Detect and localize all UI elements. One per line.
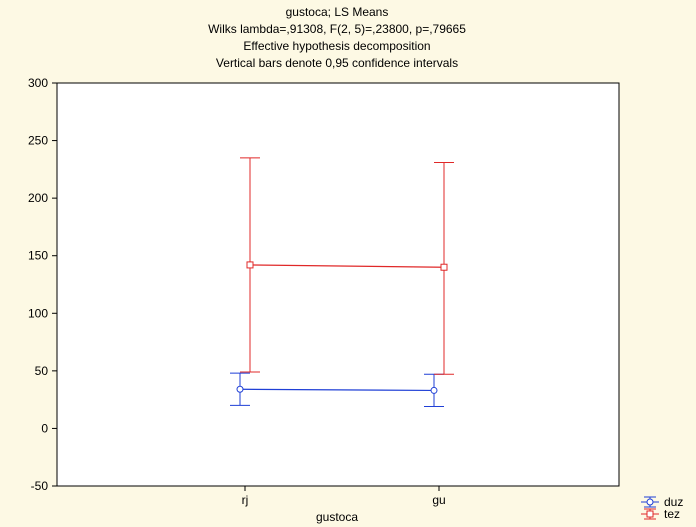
series-layer bbox=[230, 157, 454, 408]
chart-title-line-1: gustoca; LS Means bbox=[286, 5, 389, 19]
data-point bbox=[246, 261, 254, 269]
y-tick-label: 100 bbox=[28, 306, 48, 320]
y-tick-label: 250 bbox=[28, 134, 48, 148]
x-tick-label: gu bbox=[432, 493, 445, 507]
legend-marker bbox=[646, 510, 654, 518]
legend-item-tez: tez bbox=[641, 507, 680, 521]
x-tick-label: rj bbox=[242, 493, 249, 507]
x-axis-label: gustoca bbox=[316, 510, 358, 524]
y-tick-label: 300 bbox=[28, 76, 48, 90]
plot-area bbox=[56, 82, 620, 487]
y-tick-label: 0 bbox=[41, 421, 48, 435]
y-tick-label: 50 bbox=[35, 364, 49, 378]
chart-title-line-2: Wilks lambda=,91308, F(2, 5)=,23800, p=,… bbox=[208, 22, 466, 36]
series-duz bbox=[230, 372, 444, 408]
legend-label: duz bbox=[664, 495, 683, 509]
data-point bbox=[440, 263, 448, 271]
y-tick-label: -50 bbox=[31, 479, 49, 493]
y-tick-label: 200 bbox=[28, 191, 48, 205]
series-tez bbox=[240, 157, 454, 375]
x-axis: rj gu bbox=[242, 486, 446, 507]
legend-label: tez bbox=[664, 507, 680, 521]
legend-item-duz: duz bbox=[641, 495, 683, 509]
data-point bbox=[430, 386, 438, 394]
chart-title: gustoca; LS Means Wilks lambda=,91308, F… bbox=[208, 5, 466, 70]
series-line bbox=[239, 388, 435, 392]
data-point bbox=[236, 385, 244, 393]
y-tick-label: 150 bbox=[28, 249, 48, 263]
chart-title-line-3: Effective hypothesis decomposition bbox=[243, 39, 430, 53]
chart-title-line-4: Vertical bars denote 0,95 confidence int… bbox=[216, 56, 458, 70]
legend-marker bbox=[646, 498, 654, 506]
series-line bbox=[249, 264, 445, 268]
y-axis: -50 0 50 100 150 200 250 300 bbox=[28, 76, 57, 493]
